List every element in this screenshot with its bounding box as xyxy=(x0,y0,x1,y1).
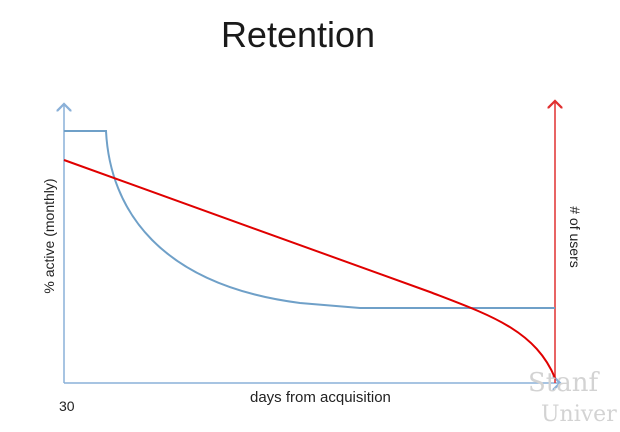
users-curve xyxy=(63,159,556,379)
watermark-line-2: Univer xyxy=(541,402,617,427)
x-axis-label: days from acquisition xyxy=(250,389,391,406)
watermark-line-1: Stanf xyxy=(528,368,599,398)
right-axis-label: # of users xyxy=(567,206,583,268)
retention-curve xyxy=(64,130,555,309)
left-axis-label: % active (monthly) xyxy=(41,178,57,294)
x-axis-tick: 30 xyxy=(59,398,75,414)
slide-title: Retention xyxy=(220,14,376,55)
